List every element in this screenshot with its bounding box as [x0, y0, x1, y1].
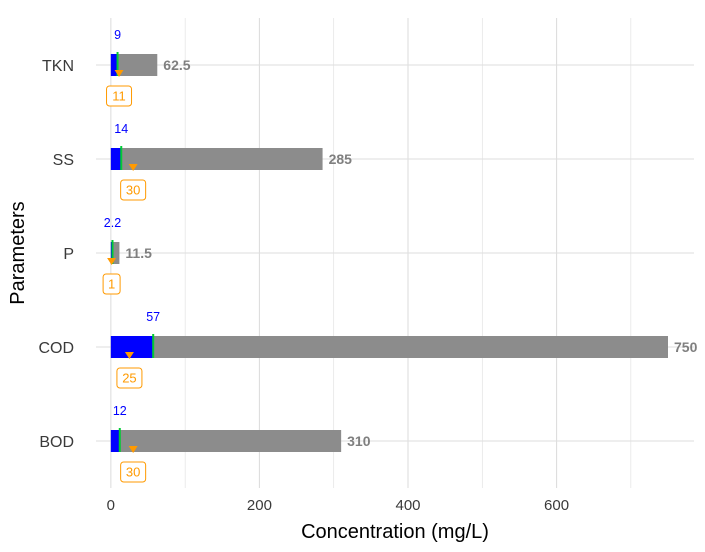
effluent-value-label: 2.2 — [104, 216, 121, 230]
x-tick-label: 200 — [247, 497, 272, 514]
influent-value-label: 285 — [329, 151, 353, 167]
influent-value-label: 11.5 — [125, 245, 152, 261]
effluent-bar — [110, 336, 154, 358]
y-tick-label: COD — [38, 340, 74, 357]
influent-value-label: 62.5 — [163, 57, 190, 73]
x-axis-label: Concentration (mg/L) — [301, 521, 489, 543]
influent-bar — [110, 430, 342, 452]
effluent-value-label: 14 — [114, 122, 128, 136]
standard-label-box — [102, 273, 121, 295]
standard-marker — [107, 258, 117, 265]
influent-bar — [110, 148, 323, 170]
x-tick-label: 0 — [107, 497, 115, 514]
standard-marker — [128, 446, 138, 453]
bar-group-tkn: 62.5 9 11 — [106, 28, 191, 107]
y-axis-label: Parameters — [7, 201, 29, 304]
standard-value-label: 25 — [122, 371, 136, 386]
standard-marker — [124, 352, 134, 359]
standard-value-label: 30 — [126, 183, 140, 198]
effluent-bar — [110, 148, 122, 170]
effluent-bar — [110, 54, 118, 76]
grid — [96, 18, 694, 488]
y-tick-label: BOD — [39, 434, 74, 451]
effluent-value-label: 12 — [113, 404, 127, 418]
influent-value-label: 750 — [674, 339, 698, 355]
standard-label-box — [120, 461, 147, 483]
effluent-value-label: 9 — [114, 28, 121, 42]
bar-group-bod: 310 12 30 — [110, 404, 371, 483]
y-tick-label: SS — [53, 152, 74, 169]
effluent-value-label: 57 — [146, 310, 160, 324]
x-tick-label: 600 — [544, 497, 569, 514]
influent-bar — [110, 336, 669, 358]
effluent-bar — [110, 430, 120, 452]
bar-group-ss: 285 14 30 — [110, 122, 353, 201]
bar-group-p: 11.5 2.2 1 — [102, 216, 152, 295]
standard-label-box — [120, 179, 147, 201]
y-axis-ticks: TKN SS P COD BOD — [38, 58, 74, 451]
standard-value-label: 11 — [112, 89, 126, 104]
influent-value-label: 310 — [347, 433, 371, 449]
y-tick-label: TKN — [42, 58, 74, 75]
y-tick-label: P — [63, 246, 74, 263]
x-axis-ticks: 0 200 400 600 — [107, 497, 569, 514]
influent-bar — [110, 242, 120, 264]
standard-value-label: 30 — [126, 465, 140, 480]
standard-value-label: 1 — [108, 277, 115, 292]
bars: 62.5 9 11 285 14 30 11.5 2.2 1 750 57 25 310 12 30 — [102, 28, 698, 483]
standard-label-box — [106, 85, 133, 107]
bar-group-cod: 750 57 25 — [110, 310, 698, 389]
standard-marker — [128, 164, 138, 171]
x-tick-label: 400 — [395, 497, 420, 514]
standard-label-box — [116, 367, 143, 389]
standard-marker — [114, 70, 124, 77]
